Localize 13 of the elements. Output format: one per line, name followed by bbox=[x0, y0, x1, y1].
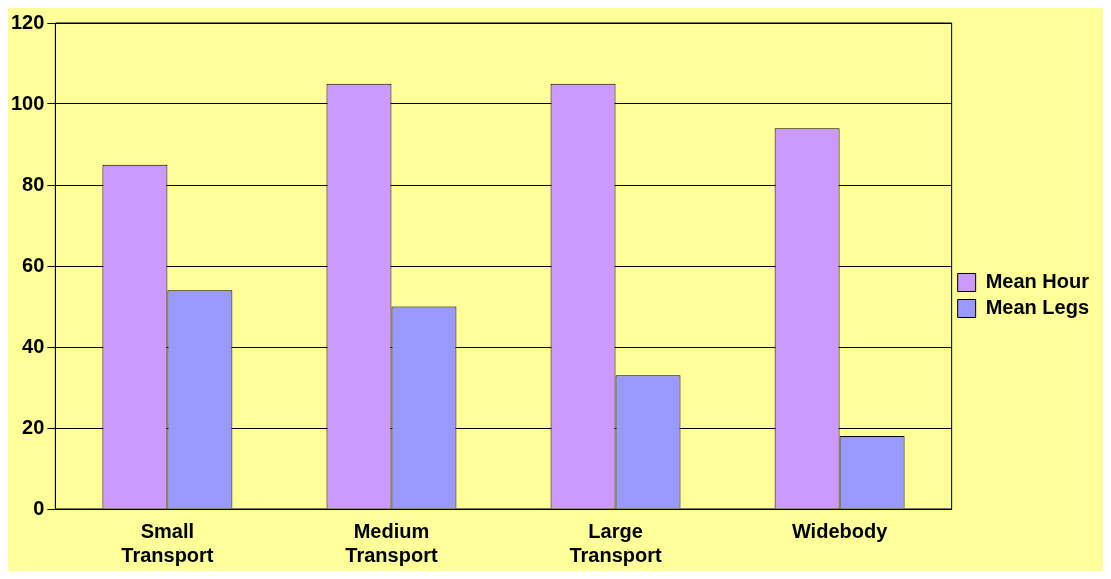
x-tick-label: Widebody bbox=[791, 519, 889, 542]
y-tick-label: 120 bbox=[10, 10, 45, 33]
x-tick-label: Large Transport bbox=[569, 519, 662, 566]
x-tick-label: Small Transport bbox=[121, 519, 214, 566]
y-tick-label: 80 bbox=[22, 172, 45, 195]
y-tick-label: 60 bbox=[22, 253, 45, 276]
y-tick-label: 20 bbox=[22, 415, 45, 438]
y-tick-label: 0 bbox=[33, 496, 45, 519]
x-tick-label: Medium Transport bbox=[345, 519, 438, 566]
y-tick-label: 40 bbox=[22, 334, 45, 357]
legend-label: Mean Legs bbox=[985, 296, 1089, 319]
y-tick-label: 100 bbox=[10, 91, 45, 114]
legend-label: Mean Hour bbox=[985, 270, 1090, 293]
